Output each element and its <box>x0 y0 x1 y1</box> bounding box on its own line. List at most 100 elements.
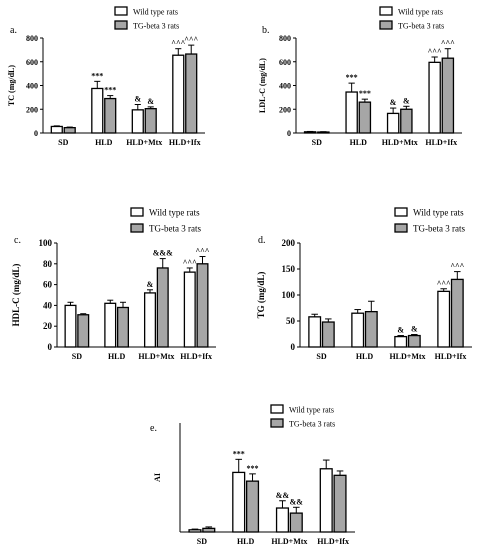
bar-wild-type <box>104 302 117 348</box>
bar-wild-type <box>50 125 63 134</box>
legend: Wild type rats TG-beta 3 rats <box>114 6 179 31</box>
bar-tg-beta3 <box>116 306 130 348</box>
significance-label: & <box>390 98 397 107</box>
legend-swatch-wild-type <box>270 404 284 414</box>
legend-swatch-tg-beta3 <box>114 20 128 30</box>
bar-wild-type <box>386 112 400 134</box>
bar-wild-type <box>428 61 441 134</box>
bar-wild-type <box>232 471 246 533</box>
bar-wild-type <box>131 109 144 134</box>
category-label: SD <box>312 138 322 147</box>
category-label: HLD+Mtx <box>389 352 425 361</box>
bar-tg-beta3 <box>77 314 90 348</box>
y-tick-label: 100 <box>282 290 296 300</box>
bar-wild-type <box>303 131 317 134</box>
bar-wild-type <box>143 292 157 348</box>
bar-tg-beta3 <box>407 334 421 348</box>
bar-tg-beta3 <box>202 527 216 533</box>
bar-wild-type <box>188 529 202 533</box>
significance-label: & <box>147 280 154 289</box>
y-tick-label: 0 <box>48 342 53 352</box>
category-label: HLD+Mtx <box>382 138 418 147</box>
significance-label: *** <box>233 449 245 458</box>
bar-tg-beta3 <box>245 480 260 533</box>
bar-wild-type <box>319 468 333 533</box>
category-label: SD <box>316 352 326 361</box>
panel-label: b. <box>262 25 270 36</box>
significance-label: && <box>290 497 304 506</box>
bar-tg-beta3 <box>441 57 455 134</box>
bar-wild-type <box>308 316 322 348</box>
significance-label: *** <box>104 86 116 95</box>
y-tick-label: 400 <box>26 82 38 91</box>
chart-panel-2: b. LDL-C (mg/dL) 0 200 400 600 800 SD ****** HLD &… <box>258 6 462 147</box>
category-label: SD <box>58 138 68 147</box>
legend-swatch-wild-type <box>394 207 408 217</box>
significance-label: ^^^ <box>184 35 198 44</box>
y-tick-label: 50 <box>286 316 296 326</box>
category-label: HLD+Ifx <box>317 537 349 546</box>
category-label: HLD+Ifx <box>180 352 212 361</box>
legend-label-tg-beta3: TG-beta 3 rats <box>149 224 201 234</box>
y-tick-label: 0 <box>34 129 38 138</box>
y-tick-label: 0 <box>287 129 291 138</box>
category-label: HLD <box>237 537 255 546</box>
legend-label-wild-type: Wild type rats <box>413 208 464 218</box>
legend-swatch-wild-type <box>379 6 393 16</box>
category-label: HLD+Mtx <box>271 537 307 546</box>
y-tick-label: 200 <box>279 105 291 114</box>
significance-label: *** <box>91 71 103 80</box>
y-tick-label: 100 <box>39 238 53 248</box>
bar-tg-beta3 <box>104 97 117 134</box>
y-tick-label: 40 <box>43 300 53 310</box>
significance-label: ^^^ <box>450 262 464 271</box>
bar-tg-beta3 <box>196 263 209 348</box>
bar-tg-beta3 <box>358 101 372 134</box>
significance-label: *** <box>247 464 259 473</box>
significance-label: *** <box>359 89 371 98</box>
legend-label-tg-beta3: TG-beta 3 rats <box>398 22 444 31</box>
bar-tg-beta3 <box>333 474 347 533</box>
legend-swatch-tg-beta3 <box>394 223 408 233</box>
category-label: HLD <box>356 352 374 361</box>
y-axis-label: TC (mg/dL) <box>7 65 16 106</box>
bar-tg-beta3 <box>289 512 303 533</box>
y-tick-label: 600 <box>26 58 38 67</box>
panel-label: a. <box>10 25 17 36</box>
significance-label: ^^^ <box>171 39 185 48</box>
significance-label: && <box>276 491 290 500</box>
y-tick-label: 800 <box>279 34 291 43</box>
bar-tg-beta3 <box>364 310 378 348</box>
bar-tg-beta3 <box>156 267 169 348</box>
significance-label: & <box>411 325 418 334</box>
bar-wild-type <box>183 271 196 348</box>
category-label: HLD+Mtx <box>138 352 174 361</box>
legend-swatch-tg-beta3 <box>130 223 144 233</box>
bar-wild-type <box>351 312 365 348</box>
y-tick-label: 60 <box>43 280 53 290</box>
bar-tg-beta3 <box>63 127 76 134</box>
y-tick-label: 400 <box>279 82 291 91</box>
category-label: HLD+Ifx <box>435 352 467 361</box>
category-label: SD <box>197 537 207 546</box>
legend-label-tg-beta3: TG-beta 3 rats <box>413 224 465 234</box>
y-tick-label: 200 <box>26 105 38 114</box>
panel-label: e. <box>150 423 157 434</box>
bar-tg-beta3 <box>144 108 157 134</box>
bar-wild-type <box>437 290 451 348</box>
y-tick-label: 600 <box>279 58 291 67</box>
significance-label: ^^^ <box>428 47 442 56</box>
legend-swatch-tg-beta3 <box>379 20 393 30</box>
y-axis-label: HDL-C (mg/dL) <box>11 264 21 327</box>
chart-panel-1: a. TC (mg/dL) 0 200 400 600 800 SD ****** HLD & & HL… <box>7 6 205 147</box>
legend-label-tg-beta3: TG-beta 3 rats <box>289 420 335 429</box>
y-axis-label: TG (mg/dL) <box>256 272 266 319</box>
bar-wild-type <box>275 507 290 533</box>
significance-label: ^^^ <box>196 247 210 256</box>
category-label: HLD+Ifx <box>169 138 201 147</box>
legend-label-wild-type: Wild type rats <box>133 8 178 17</box>
category-label: HLD <box>108 352 126 361</box>
significance-label: & <box>403 96 410 105</box>
y-tick-label: 20 <box>43 321 53 331</box>
